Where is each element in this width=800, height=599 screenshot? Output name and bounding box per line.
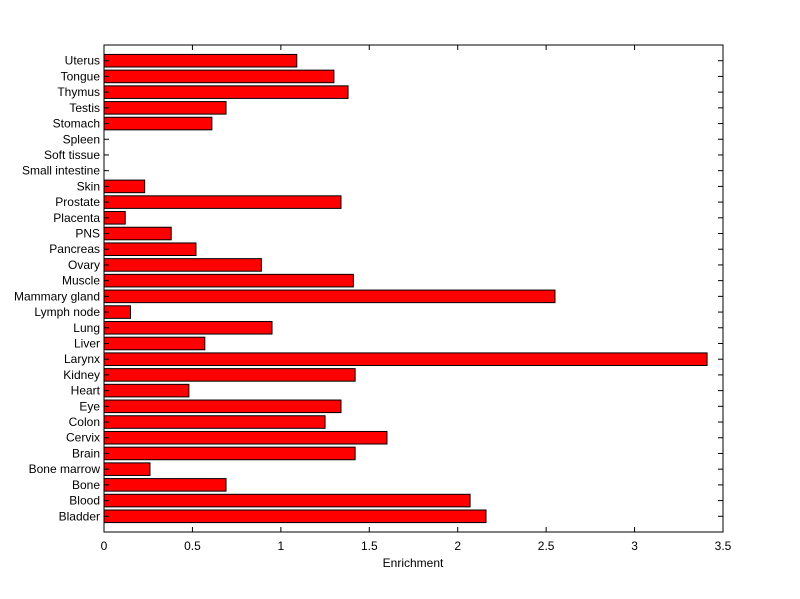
x-tick-label: 0 (101, 539, 108, 553)
category-label: Colon (69, 415, 100, 429)
bar-3 (103, 462, 151, 476)
category-label: Testis (69, 101, 100, 115)
category-label: Larynx (64, 352, 100, 366)
x-tick-label: 1 (278, 539, 285, 553)
category-label: Muscle (62, 274, 100, 288)
category-label: Lymph node (34, 305, 100, 319)
bar-15 (103, 273, 354, 288)
x-tick-labels: 0 0.5 1 1.5 2 2.5 3 3.5 (101, 539, 732, 553)
bar-0 (103, 509, 487, 524)
bars-group (103, 53, 708, 524)
bar-6 (103, 415, 326, 429)
x-axis-label: Enrichment (383, 556, 444, 570)
category-label: Stomach (53, 117, 100, 131)
bar-9 (103, 368, 356, 382)
bar-10 (103, 352, 708, 366)
bar-2 (103, 478, 227, 492)
bar-21 (103, 179, 146, 194)
bar-12 (103, 320, 273, 335)
category-label: Bone marrow (29, 462, 101, 476)
category-label: Mammary gland (14, 289, 100, 303)
bar-4 (103, 446, 356, 461)
bar-18 (103, 226, 172, 241)
category-label: PNS (75, 227, 100, 241)
category-label: Kidney (63, 368, 100, 382)
bar-5 (103, 430, 388, 445)
category-label: Placenta (53, 211, 100, 225)
bar-25 (103, 116, 213, 131)
category-label: Lung (73, 321, 100, 335)
bar-26 (103, 101, 227, 115)
category-label: Uterus (65, 54, 100, 68)
category-label: Brain (72, 446, 100, 460)
category-label: Liver (74, 336, 100, 350)
bar-17 (103, 242, 197, 257)
category-label: Heart (71, 384, 101, 398)
category-label: Skin (77, 179, 100, 193)
bar-20 (103, 195, 342, 209)
category-label: Bladder (59, 509, 100, 523)
bar-11 (103, 336, 206, 351)
category-label: Spleen (63, 132, 100, 146)
category-label: Cervix (66, 431, 100, 445)
x-tick-label: 3.5 (715, 539, 732, 553)
bar-8 (103, 383, 190, 398)
category-label: Ovary (68, 258, 100, 272)
x-tick-label: 2 (454, 539, 461, 553)
category-label: Small intestine (22, 164, 100, 178)
category-label: Soft tissue (44, 148, 100, 162)
category-label: Prostate (55, 195, 100, 209)
x-tick-label: 2.5 (538, 539, 555, 553)
bar-14 (103, 289, 556, 304)
x-tick-label: 1.5 (361, 539, 378, 553)
bar-7 (103, 399, 342, 414)
bar-27 (103, 85, 349, 99)
bar-16 (103, 258, 262, 272)
bar-1 (103, 493, 471, 508)
category-label: Bone (72, 478, 100, 492)
category-label: Eye (79, 399, 100, 413)
plot-area-frame (103, 44, 724, 533)
bar-28 (103, 69, 335, 84)
category-label: Thymus (57, 85, 100, 99)
ticks-group (103, 45, 724, 532)
x-tick-label: 0.5 (184, 539, 201, 553)
x-tick-label: 3 (631, 539, 638, 553)
category-label: Tongue (61, 69, 101, 83)
category-label: Pancreas (49, 242, 100, 256)
bar-29 (103, 53, 298, 68)
category-label: Blood (69, 494, 100, 508)
